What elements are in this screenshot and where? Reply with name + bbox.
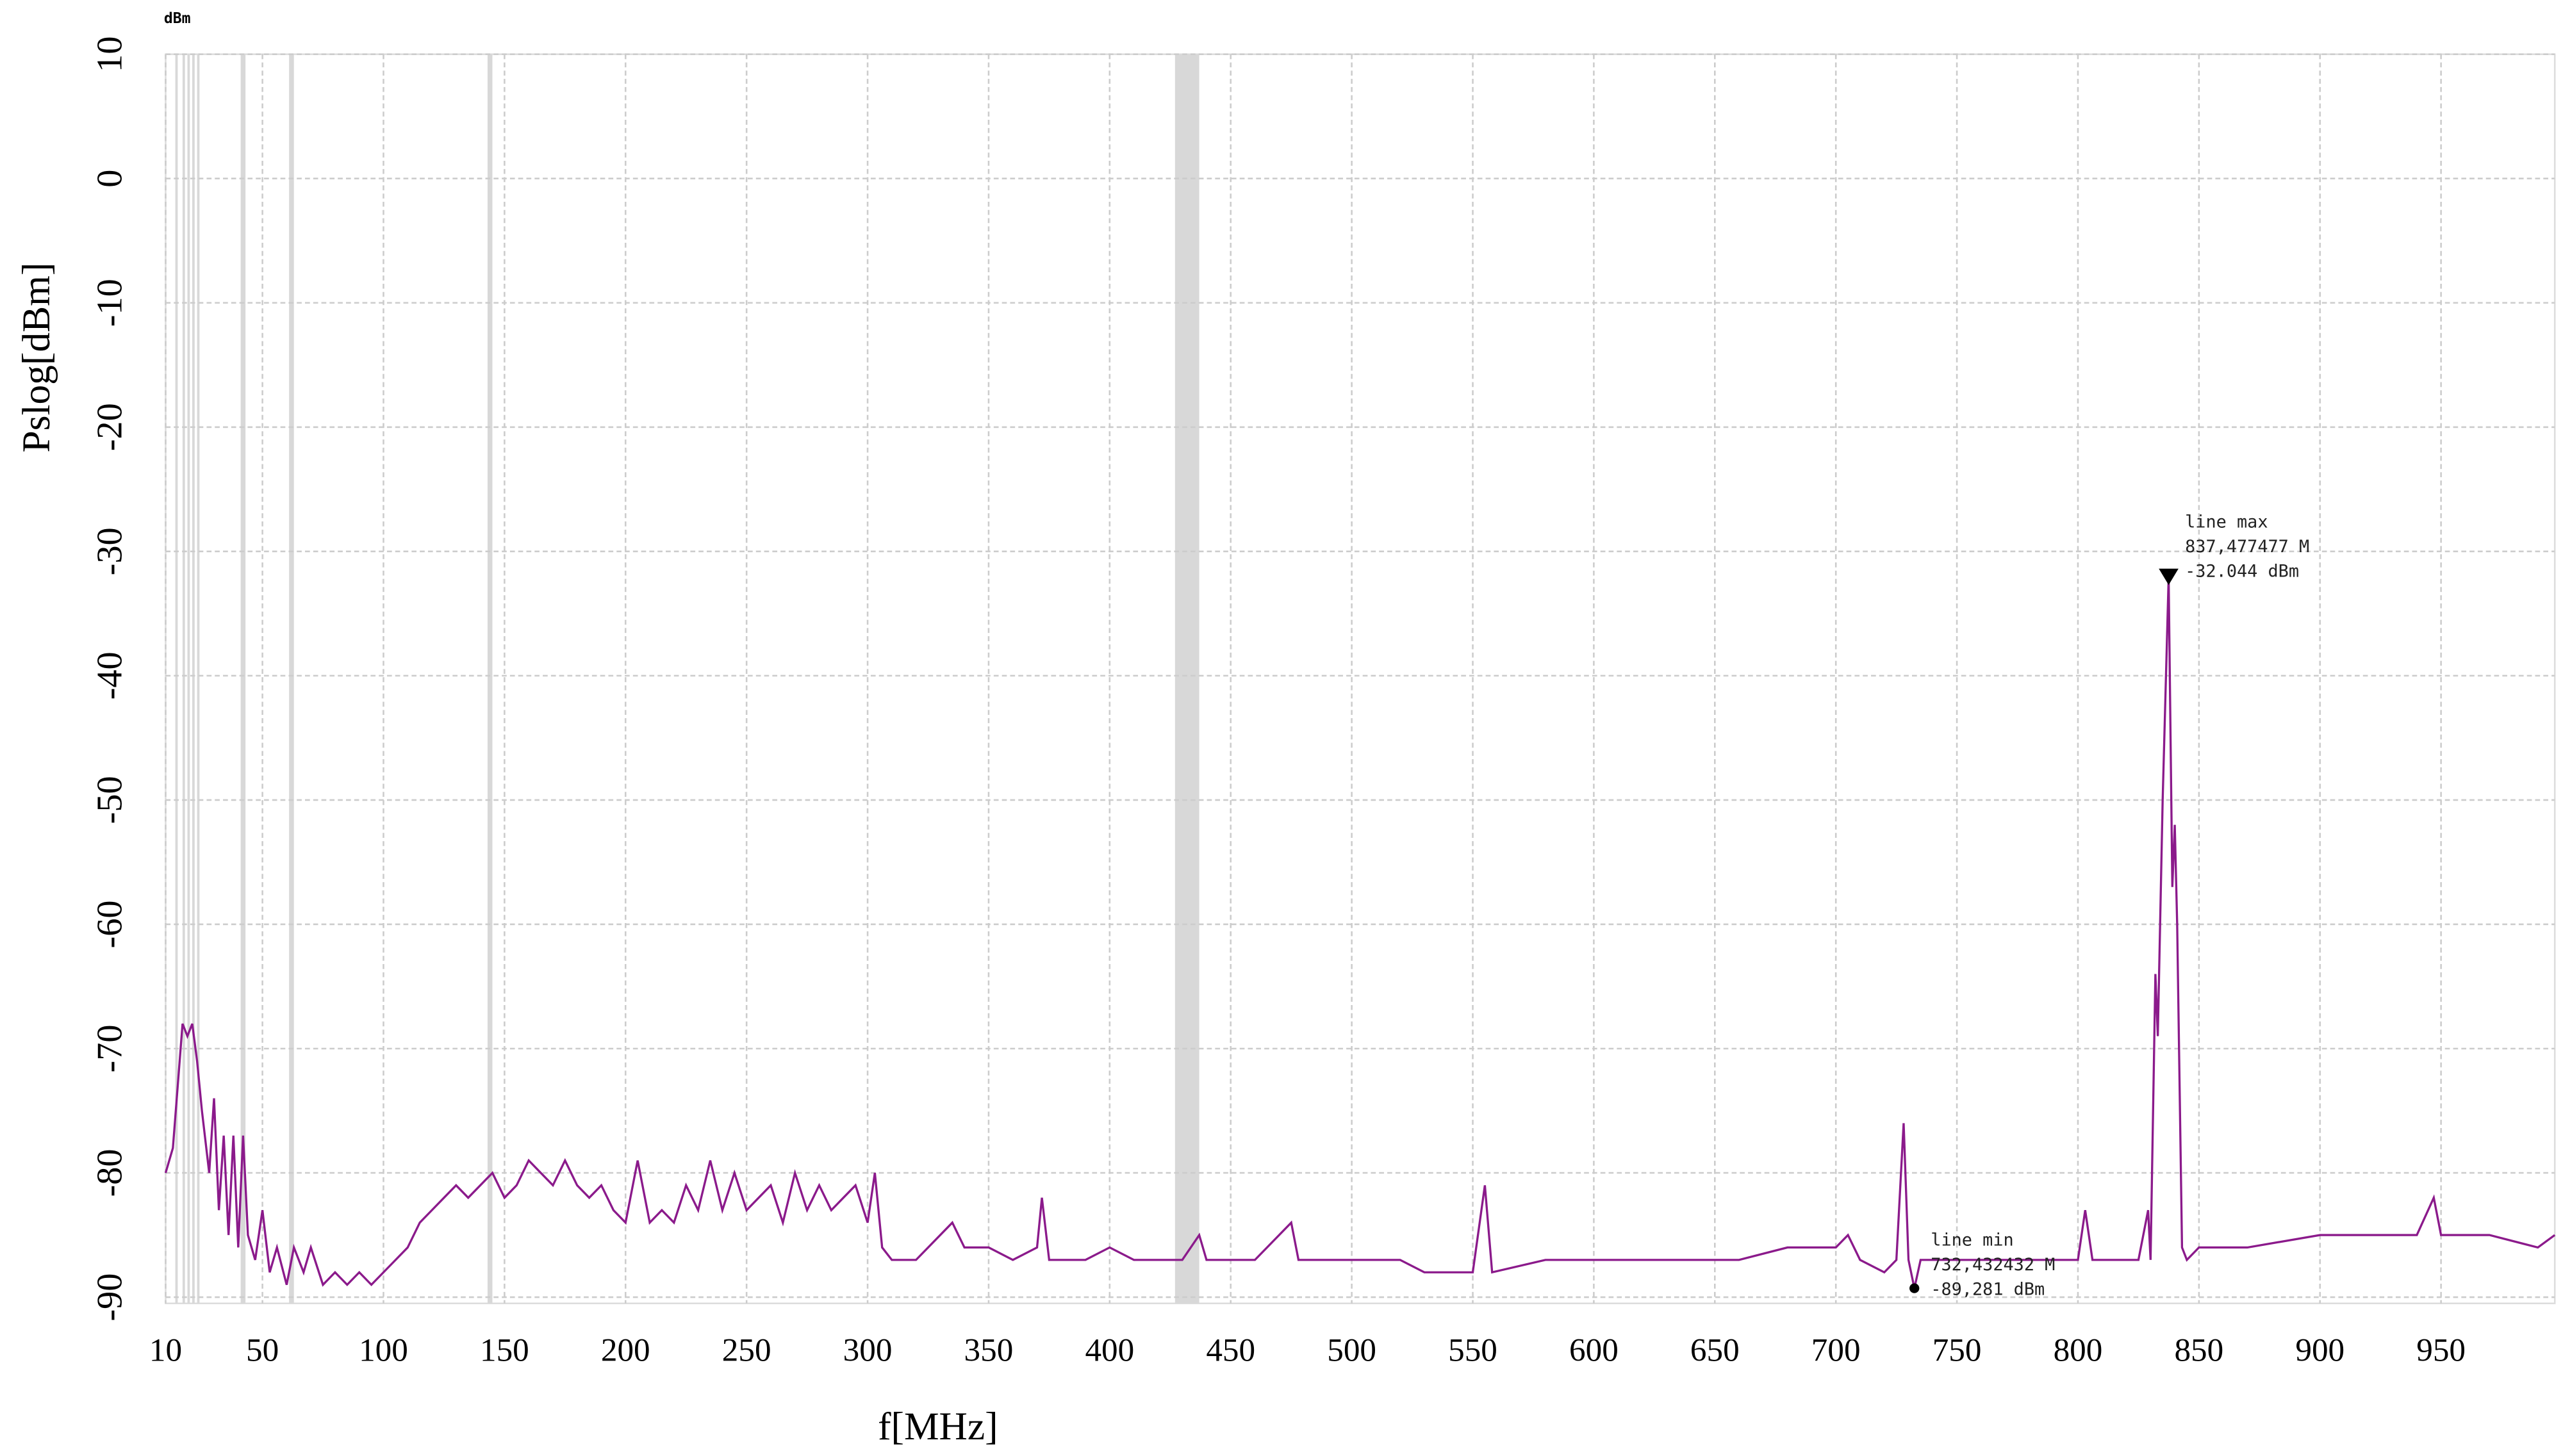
- shaded-band: [197, 54, 200, 1304]
- x-tick-label: 450: [1206, 1332, 1255, 1368]
- shaded-band: [182, 54, 185, 1304]
- x-tick-label: 350: [964, 1332, 1014, 1368]
- max-marker-text: -32.044 dBm: [2185, 561, 2299, 581]
- y-tick-label: -70: [90, 1024, 129, 1072]
- y-axis-title: Pslog[dBm]: [15, 263, 58, 453]
- x-tick-label: 800: [2054, 1332, 2103, 1368]
- x-tick-label: 900: [2295, 1332, 2345, 1368]
- shaded-band: [289, 54, 294, 1304]
- min-marker-text: line min: [1931, 1231, 2013, 1250]
- x-tick-label: 150: [480, 1332, 529, 1368]
- spectrum-line: [164, 577, 2556, 1289]
- y-tick-label: -50: [90, 776, 129, 824]
- x-tick-label: 700: [1811, 1332, 1861, 1368]
- x-tick-label: 50: [246, 1332, 279, 1368]
- x-tick-label: 550: [1448, 1332, 1497, 1368]
- x-axis-title: f[MHz]: [878, 1405, 998, 1448]
- x-tick-label: 200: [601, 1332, 650, 1368]
- x-tick-label: 750: [1933, 1332, 1982, 1368]
- shaded-band: [1174, 54, 1199, 1304]
- y-tick-label: -90: [90, 1273, 129, 1321]
- max-marker-text: line max: [2185, 512, 2268, 532]
- min-marker-text: -89,281 dBm: [1931, 1279, 2045, 1299]
- y-tick-label: -20: [90, 403, 129, 451]
- shaded-band: [487, 54, 493, 1304]
- y-tick-label: -40: [90, 651, 129, 699]
- x-tick-label: 250: [722, 1332, 771, 1368]
- max-marker: [2159, 568, 2179, 585]
- shaded-band: [240, 54, 246, 1304]
- x-tick-label: 10: [149, 1332, 182, 1368]
- y-tick-label: 0: [90, 170, 129, 188]
- y-tick-label: -10: [90, 279, 129, 327]
- shaded-band: [187, 54, 190, 1304]
- x-tick-label: 950: [2416, 1332, 2466, 1368]
- max-marker-text: 837,477477 M: [2185, 537, 2309, 557]
- x-tick-label: 650: [1690, 1332, 1740, 1368]
- shaded-band: [175, 54, 178, 1304]
- y-tick-label: -60: [90, 900, 129, 948]
- y-tick-label: -80: [90, 1149, 129, 1197]
- unit-label: dBm: [164, 10, 191, 27]
- y-tick-label: -30: [90, 527, 129, 575]
- plot-area: [165, 53, 2556, 1305]
- y-tick-label: 10: [90, 37, 129, 72]
- shaded-band: [192, 54, 195, 1304]
- x-tick-label: 850: [2174, 1332, 2223, 1368]
- x-tick-label: 300: [843, 1332, 893, 1368]
- x-tick-label: 500: [1327, 1332, 1376, 1368]
- x-tick-label: 400: [1085, 1332, 1134, 1368]
- x-tick-label: 600: [1569, 1332, 1619, 1368]
- min-marker-text: 732,432432 M: [1931, 1255, 2055, 1275]
- x-tick-label: 100: [359, 1332, 408, 1368]
- min-marker: [1909, 1283, 1920, 1293]
